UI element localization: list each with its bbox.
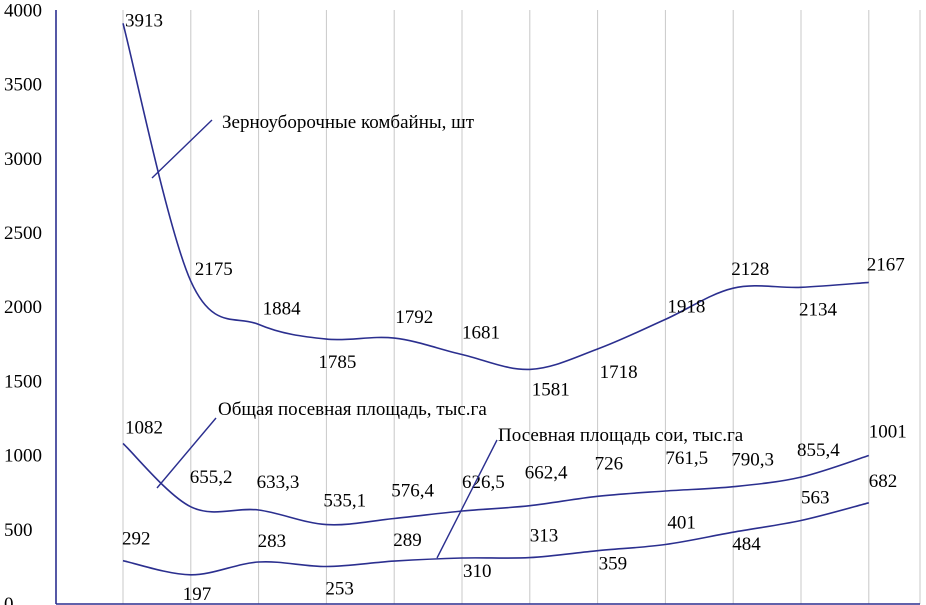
leader-line bbox=[436, 439, 498, 559]
data-label: 633,3 bbox=[257, 472, 300, 493]
y-tick-label: 3500 bbox=[4, 75, 42, 96]
series-names: Зерноуборочные комбайны, шт Общая посевна… bbox=[151, 112, 744, 559]
data-label: 359 bbox=[599, 554, 628, 575]
data-label: 197 bbox=[183, 584, 212, 605]
data-label: 1792 bbox=[395, 307, 433, 328]
y-tick-label: 500 bbox=[4, 520, 33, 541]
data-label: 1918 bbox=[667, 296, 705, 317]
series-name-1: Зерноуборочные комбайны, шт bbox=[222, 112, 475, 133]
data-label: 401 bbox=[667, 512, 696, 533]
data-label: 790,3 bbox=[731, 450, 774, 471]
data-labels: 3913 2175 1884 1785 1792 1681 1581 1718 1918 2128… bbox=[122, 10, 907, 604]
y-tick-label: 4000 bbox=[4, 0, 42, 21]
y-tick-label: 1000 bbox=[4, 446, 42, 467]
data-label: 2175 bbox=[195, 259, 233, 280]
data-label: 662,4 bbox=[525, 463, 568, 484]
data-label: 761,5 bbox=[665, 448, 708, 469]
leader-line bbox=[151, 119, 213, 179]
data-label: 726 bbox=[595, 453, 624, 474]
series-lines bbox=[122, 23, 870, 576]
y-tick-label: 2000 bbox=[4, 297, 42, 318]
data-label: 253 bbox=[325, 578, 354, 599]
series-name-3: Посевная площадь сои, тыс.га bbox=[498, 425, 744, 446]
data-label: 292 bbox=[122, 529, 151, 550]
y-tick-label: 1500 bbox=[4, 371, 42, 392]
data-label: 535,1 bbox=[323, 491, 366, 512]
data-label: 2167 bbox=[867, 254, 905, 275]
data-label: 310 bbox=[463, 561, 492, 582]
y-tick-label: 3000 bbox=[4, 149, 42, 170]
leader-line bbox=[156, 417, 217, 489]
data-label: 563 bbox=[801, 487, 830, 508]
data-label: 1718 bbox=[600, 362, 638, 383]
data-label: 1681 bbox=[462, 323, 500, 344]
data-label: 1082 bbox=[125, 417, 163, 438]
data-label: 289 bbox=[393, 530, 422, 551]
series-name-2: Общая посевная площадь, тыс.га bbox=[218, 399, 487, 420]
axes bbox=[55, 10, 920, 605]
data-label: 283 bbox=[258, 531, 287, 552]
data-label: 2128 bbox=[731, 259, 769, 280]
data-label: 2134 bbox=[799, 299, 838, 320]
data-label: 1001 bbox=[869, 421, 907, 442]
data-label: 655,2 bbox=[190, 467, 233, 488]
data-label: 855,4 bbox=[797, 440, 840, 461]
data-label: 1785 bbox=[318, 352, 356, 373]
data-label: 1884 bbox=[263, 298, 302, 319]
data-label: 484 bbox=[732, 534, 761, 555]
grid bbox=[122, 10, 921, 604]
y-tick-label: 0 bbox=[4, 594, 14, 605]
series-line-3 bbox=[122, 502, 869, 576]
data-label: 682 bbox=[869, 471, 898, 492]
data-label: 3913 bbox=[125, 10, 163, 31]
series-line-1 bbox=[122, 23, 869, 371]
data-label: 576,4 bbox=[391, 480, 434, 501]
data-label: 313 bbox=[530, 526, 559, 547]
y-tick-label: 2500 bbox=[4, 223, 42, 244]
data-label: 1581 bbox=[532, 379, 570, 400]
series-line-2 bbox=[122, 442, 870, 526]
data-label: 626,5 bbox=[462, 472, 505, 493]
y-tick-labels: 0 500 1000 1500 2000 2500 3000 3500 4000 bbox=[4, 0, 42, 605]
